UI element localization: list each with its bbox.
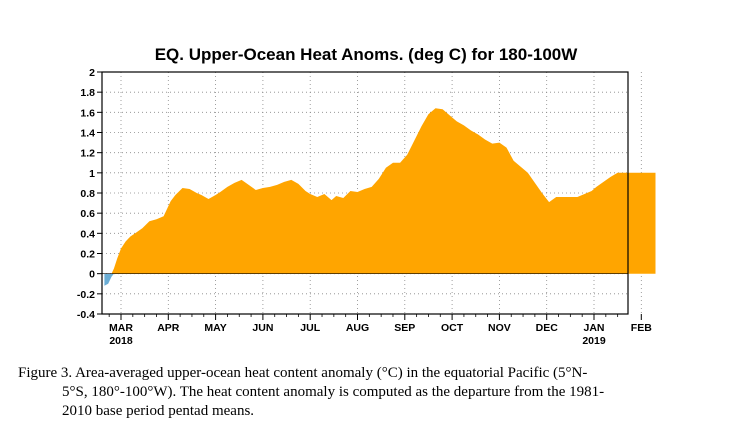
x-tick-label: MAR	[109, 322, 133, 334]
y-tick-label: 0.8	[80, 188, 95, 200]
x-tick-label: AUG	[346, 322, 369, 334]
y-tick-label: 1.8	[80, 87, 95, 99]
x-tick-label: MAY	[204, 322, 226, 334]
y-tick-label: 1.6	[80, 107, 95, 119]
y-tick-label: -0.2	[77, 289, 95, 301]
y-tick-label: 1.2	[80, 148, 95, 160]
heat-anomaly-chart: EQ. Upper-Ocean Heat Anoms. (deg C) for …	[77, 45, 656, 347]
x-tick-label: JAN	[583, 322, 604, 334]
negative-anomaly-area	[104, 273, 656, 286]
y-tick-label: -0.4	[77, 309, 95, 321]
y-tick-label: 1	[89, 168, 95, 180]
y-tick-label: 1.4	[80, 128, 95, 140]
y-tick-label: 0	[89, 269, 95, 281]
x-tick-label: OCT	[441, 322, 464, 334]
x-tick-year-label: 2019	[582, 335, 606, 347]
x-tick-label: SEP	[394, 322, 415, 334]
y-tick-label: 0.2	[80, 249, 95, 261]
caption-line-3: 2010 base period pentad means.	[62, 403, 255, 419]
x-tick-label: JUL	[300, 322, 320, 334]
positive-anomaly-area	[104, 108, 656, 274]
plot-area: -0.4-0.200.20.40.60.811.21.41.61.82 MAR2…	[77, 67, 656, 347]
y-tick-label: 0.6	[80, 208, 95, 220]
y-tick-label: 0.4	[80, 228, 95, 240]
chart-title: EQ. Upper-Ocean Heat Anoms. (deg C) for …	[155, 45, 579, 64]
y-tick-label: 2	[89, 67, 95, 79]
y-axis-ticks: -0.4 -0.2 0 0.2 0.4 0.6 0.8 1 1.2 1.4 1.6 1.8 2	[77, 67, 102, 321]
x-tick-year-label: 2018	[109, 335, 133, 347]
caption-line-1: Figure 3. Area-averaged upper-ocean heat…	[18, 365, 588, 381]
figure-caption: Figure 3. Area-averaged upper-ocean heat…	[18, 364, 730, 421]
x-tick-label: FEB	[631, 322, 652, 334]
caption-line-2: 5°S, 180°-100°W). The heat content anoma…	[62, 384, 605, 400]
x-tick-label: JUN	[252, 322, 273, 334]
x-tick-label: APR	[157, 322, 180, 334]
anomaly-area	[104, 108, 656, 286]
x-tick-label: NOV	[488, 322, 511, 334]
x-tick-label: DEC	[536, 322, 559, 334]
